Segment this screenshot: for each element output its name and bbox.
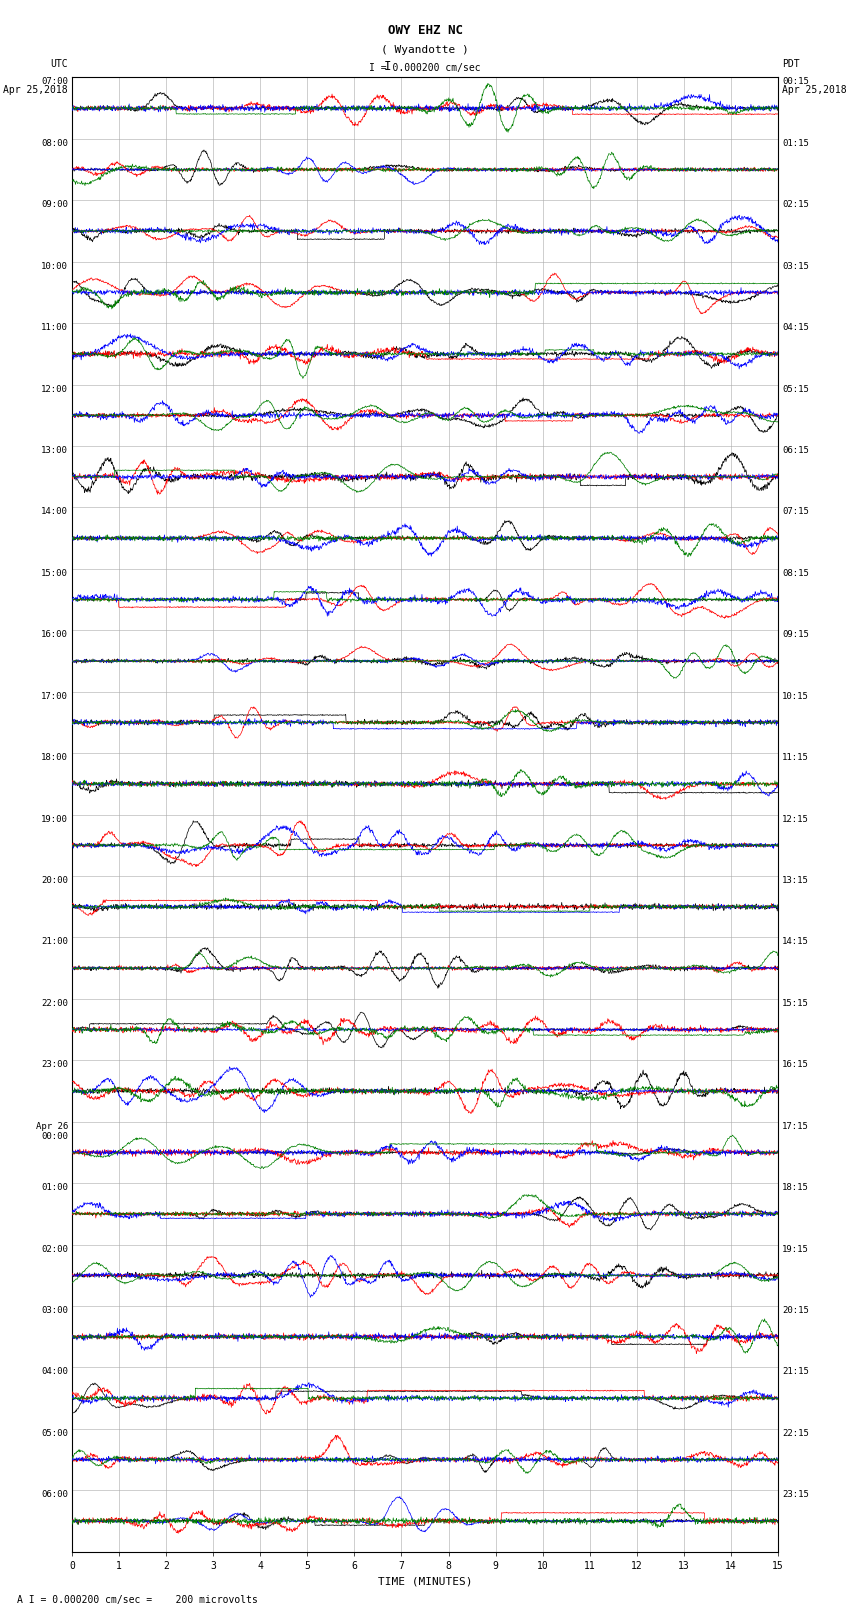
Text: 04:15: 04:15 [782, 323, 809, 332]
Text: 17:00: 17:00 [41, 692, 68, 700]
Text: 17:15: 17:15 [782, 1121, 809, 1131]
Text: Apr 26
00:00: Apr 26 00:00 [36, 1121, 68, 1140]
Text: 08:15: 08:15 [782, 569, 809, 577]
Text: 20:15: 20:15 [782, 1307, 809, 1315]
Text: A I = 0.000200 cm/sec =    200 microvolts: A I = 0.000200 cm/sec = 200 microvolts [17, 1595, 258, 1605]
Text: UTC: UTC [50, 60, 68, 69]
Text: 10:00: 10:00 [41, 261, 68, 271]
Text: 23:15: 23:15 [782, 1490, 809, 1498]
Text: 13:00: 13:00 [41, 447, 68, 455]
Text: 16:15: 16:15 [782, 1060, 809, 1069]
Text: OWY EHZ NC: OWY EHZ NC [388, 24, 462, 37]
Text: 21:00: 21:00 [41, 937, 68, 947]
Text: 02:15: 02:15 [782, 200, 809, 210]
Text: ( Wyandotte ): ( Wyandotte ) [381, 45, 469, 55]
Text: 01:15: 01:15 [782, 139, 809, 148]
Text: 23:00: 23:00 [41, 1060, 68, 1069]
Text: 22:00: 22:00 [41, 998, 68, 1008]
Text: 19:15: 19:15 [782, 1245, 809, 1253]
Text: 04:00: 04:00 [41, 1368, 68, 1376]
Text: I: I [383, 60, 391, 73]
Text: 00:15: 00:15 [782, 77, 809, 87]
Text: 06:00: 06:00 [41, 1490, 68, 1498]
Text: 14:00: 14:00 [41, 508, 68, 516]
Text: Apr 25,2018: Apr 25,2018 [782, 85, 847, 95]
Text: 16:00: 16:00 [41, 631, 68, 639]
Text: 09:00: 09:00 [41, 200, 68, 210]
Text: 05:00: 05:00 [41, 1429, 68, 1437]
Text: 14:15: 14:15 [782, 937, 809, 947]
Text: 12:15: 12:15 [782, 815, 809, 824]
Text: 13:15: 13:15 [782, 876, 809, 886]
Text: 06:15: 06:15 [782, 447, 809, 455]
X-axis label: TIME (MINUTES): TIME (MINUTES) [377, 1576, 473, 1586]
Text: I = 0.000200 cm/sec: I = 0.000200 cm/sec [369, 63, 481, 73]
Text: 07:00: 07:00 [41, 77, 68, 87]
Text: 10:15: 10:15 [782, 692, 809, 700]
Text: 08:00: 08:00 [41, 139, 68, 148]
Text: 01:00: 01:00 [41, 1184, 68, 1192]
Text: 11:15: 11:15 [782, 753, 809, 761]
Text: 19:00: 19:00 [41, 815, 68, 824]
Text: 15:15: 15:15 [782, 998, 809, 1008]
Text: 21:15: 21:15 [782, 1368, 809, 1376]
Text: 12:00: 12:00 [41, 384, 68, 394]
Text: 02:00: 02:00 [41, 1245, 68, 1253]
Text: 03:00: 03:00 [41, 1307, 68, 1315]
Text: 22:15: 22:15 [782, 1429, 809, 1437]
Text: 03:15: 03:15 [782, 261, 809, 271]
Text: 20:00: 20:00 [41, 876, 68, 886]
Text: Apr 25,2018: Apr 25,2018 [3, 85, 68, 95]
Text: 15:00: 15:00 [41, 569, 68, 577]
Text: 09:15: 09:15 [782, 631, 809, 639]
Text: 05:15: 05:15 [782, 384, 809, 394]
Text: PDT: PDT [782, 60, 800, 69]
Text: 07:15: 07:15 [782, 508, 809, 516]
Text: 18:15: 18:15 [782, 1184, 809, 1192]
Text: 11:00: 11:00 [41, 323, 68, 332]
Text: 18:00: 18:00 [41, 753, 68, 761]
